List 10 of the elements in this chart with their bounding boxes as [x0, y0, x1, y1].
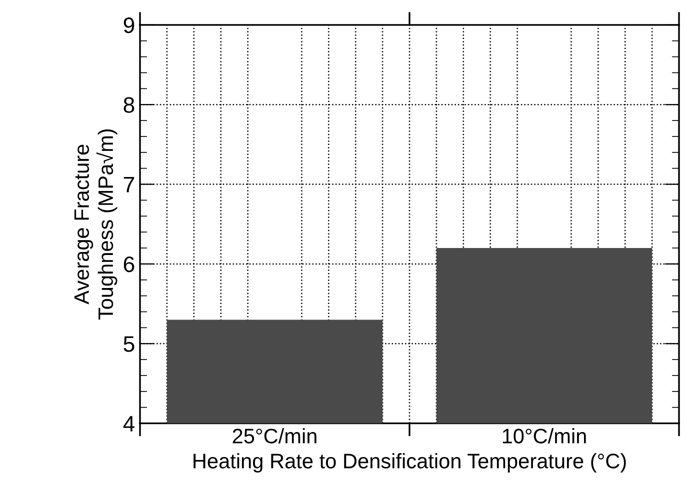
y-tick-label: 9	[124, 17, 134, 34]
x-axis-title: Heating Rate to Densification Temperature (°C)	[194, 453, 626, 473]
y-axis-title: Average Fracture Toughness (MPa√m)	[74, 129, 118, 320]
x-tick-label: 25°C/min	[232, 428, 316, 444]
y-tick-label: 5	[124, 336, 134, 352]
x-tick-label: 10°C/min	[502, 428, 586, 444]
y-tick-label: 7	[124, 177, 134, 192]
y-tick-label: 6	[124, 256, 134, 272]
y-tick-label: 8	[124, 97, 134, 113]
y-tick-label: 4	[123, 416, 134, 432]
